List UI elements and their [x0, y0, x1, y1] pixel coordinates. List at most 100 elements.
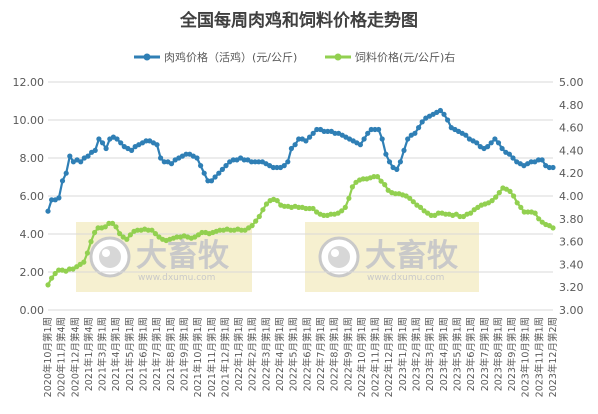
data-point [256, 213, 262, 220]
data-point [374, 174, 381, 180]
svg-text:大畜牧: 大畜牧 [365, 238, 459, 274]
data-point [493, 194, 499, 200]
data-point [67, 153, 73, 159]
data-point [95, 225, 101, 231]
data-point [394, 166, 400, 172]
data-point [124, 236, 130, 242]
data-point [397, 159, 403, 165]
data-point [161, 159, 167, 165]
data-point [499, 145, 505, 152]
x-tick-label: 2022年10月第1周 [356, 317, 368, 397]
data-point [546, 164, 553, 171]
y-right-tick-label: 5.00 [559, 76, 584, 89]
data-point [532, 210, 538, 216]
data-point [325, 128, 331, 134]
legend-swatch-marker [143, 53, 151, 61]
data-point [194, 155, 200, 161]
data-point [310, 205, 316, 212]
data-point [346, 195, 352, 201]
data-point [371, 174, 377, 180]
data-point [435, 210, 441, 216]
x-tick-label: 2023年5月第1周 [451, 317, 463, 391]
data-point [102, 224, 108, 230]
data-point [143, 138, 149, 144]
data-point [85, 153, 91, 159]
x-tick-label: 2022年8月第1周 [329, 317, 341, 391]
data-point [168, 161, 175, 167]
data-point [417, 204, 424, 210]
data-point [510, 155, 516, 161]
data-point [468, 210, 474, 216]
data-point [492, 136, 498, 142]
y-left-tick-label: 10.00 [13, 114, 45, 127]
y-right-tick-label: 3.40 [559, 258, 584, 271]
data-point [249, 223, 255, 229]
x-tick-label: 2023年3月第1周 [424, 317, 436, 391]
chart-legend: 肉鸡价格（活鸡）(元/公斤) 饲料价格(元/公斤)右 [134, 50, 455, 64]
data-point [248, 159, 255, 165]
data-point [253, 218, 259, 224]
data-point [205, 178, 211, 184]
data-point [270, 164, 276, 171]
data-point [518, 204, 524, 210]
data-point [288, 145, 294, 152]
y-right-tick-label: 3.80 [559, 213, 584, 226]
data-point [63, 170, 69, 176]
data-point [45, 208, 51, 214]
data-point [109, 220, 116, 226]
x-tick-label: 2023年6月第1周 [465, 317, 477, 391]
data-point [274, 164, 280, 171]
data-point [488, 140, 494, 146]
data-point [292, 142, 298, 148]
y-left-tick-label: 4.00 [20, 228, 45, 241]
legend-swatch-marker [334, 53, 342, 61]
x-tick-label: 2022年9月第1周 [342, 317, 354, 391]
y-right-tick-label: 4.00 [559, 190, 584, 203]
data-point [113, 224, 119, 230]
data-point [419, 119, 425, 125]
data-point [241, 157, 247, 163]
data-point [365, 130, 371, 136]
x-tick-label: 2020年11月第4周 [56, 317, 68, 397]
data-point [223, 163, 229, 169]
x-tick-label: 2022年7月第1周 [315, 317, 327, 391]
data-point [92, 229, 98, 236]
data-point [230, 157, 236, 163]
data-point [103, 145, 109, 152]
x-tick-label: 2021年10月第1周 [192, 317, 204, 397]
data-point [303, 205, 309, 212]
data-point [152, 231, 158, 237]
data-point [535, 157, 542, 163]
data-point [539, 157, 545, 163]
data-point [99, 140, 106, 146]
data-point [410, 199, 416, 205]
data-point [407, 195, 413, 201]
data-point [474, 140, 480, 146]
data-point [405, 136, 411, 142]
data-point [510, 193, 517, 199]
data-point [368, 126, 374, 133]
data-point [52, 270, 58, 277]
series-feed-price [45, 174, 556, 288]
x-tick-label: 2023年1月第1周 [397, 317, 409, 391]
data-point [238, 227, 244, 233]
data-point [457, 213, 463, 220]
data-point [328, 211, 334, 217]
data-point [321, 212, 327, 218]
data-point [252, 159, 258, 165]
data-point [49, 275, 55, 281]
series-broiler-price [45, 107, 556, 214]
x-tick-label: 2021年5月第1周 [124, 317, 136, 391]
data-point [212, 174, 218, 180]
data-point [376, 126, 382, 133]
x-tick-label: 2021年1月第4周 [83, 317, 95, 391]
data-point [174, 234, 180, 240]
data-point [285, 159, 291, 165]
data-point [383, 151, 389, 157]
x-tick-label: 2021年11月第1周 [206, 317, 218, 397]
data-point [78, 159, 84, 165]
y-axis-left: 0.00 2.00 4.00 6.00 8.00 10.00 12.00 [13, 76, 45, 317]
data-point [127, 232, 133, 238]
data-point [332, 130, 338, 136]
